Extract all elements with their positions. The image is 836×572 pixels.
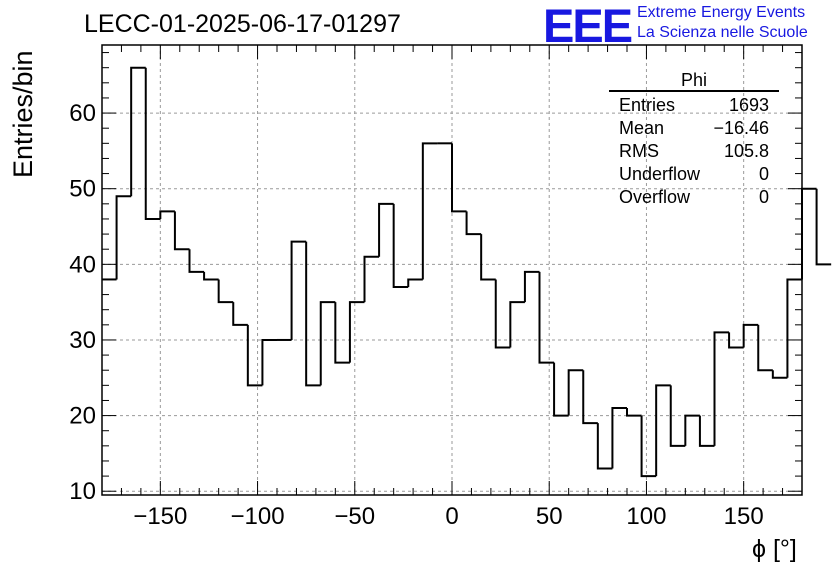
axes: −150 −100 −50 0 50 100 150 10 20 30 40 50 60 — [69, 44, 803, 530]
stats-label: Overflow — [619, 187, 691, 207]
histogram-bin — [523, 270, 540, 303]
stats-row-overflow: Overflow 0 — [609, 186, 779, 209]
stats-label: RMS — [619, 141, 659, 161]
histogram-bin — [203, 271, 219, 281]
histogram-bin — [669, 385, 686, 447]
histogram-bin — [640, 415, 657, 478]
stats-box-rule — [609, 90, 779, 92]
histogram-bin — [742, 323, 759, 348]
histogram-bin — [611, 407, 627, 469]
stats-label: Underflow — [619, 164, 701, 184]
y-tick-label: 50 — [69, 176, 96, 203]
histogram-bin — [713, 331, 730, 446]
grid-lines — [102, 45, 802, 495]
histogram-bin — [319, 301, 336, 386]
histogram-bin — [334, 302, 350, 364]
histogram-bin — [757, 324, 773, 372]
histogram-bin — [144, 67, 161, 220]
stats-value: 0 — [758, 164, 769, 184]
stats-label: Mean — [619, 118, 665, 138]
eee-logo: EEE — [543, 0, 633, 52]
histogram-bin — [698, 415, 715, 447]
histogram-bin — [363, 255, 380, 303]
histogram-bin — [728, 332, 744, 349]
histogram-bin — [421, 142, 438, 280]
histogram-bin — [626, 408, 642, 417]
histogram-bin — [261, 338, 277, 386]
histogram-bin — [246, 324, 263, 387]
chart-title: LECC-01-2025-06-17-01297 — [84, 10, 401, 38]
y-tick-label: 10 — [69, 478, 96, 505]
stats-row-underflow: Underflow 0 — [609, 163, 779, 186]
histogram-bin — [290, 240, 307, 340]
histogram-bin — [596, 423, 613, 470]
stats-value: 105.8 — [723, 141, 769, 161]
y-tick-label: 60 — [69, 100, 96, 127]
x-tick-label: 50 — [536, 503, 563, 530]
logo-line-2: La Scienza nelle Scuole — [637, 24, 808, 41]
histogram-bin — [538, 271, 555, 364]
x-tick-label: 100 — [626, 503, 666, 530]
histogram-bin — [188, 249, 205, 273]
y-tick-label: 40 — [69, 251, 96, 278]
stats-row-rms: RMS 105.8 — [609, 140, 779, 163]
histogram-bin — [451, 143, 467, 213]
stats-row-mean: Mean −16.46 — [609, 117, 779, 140]
histogram-bin — [494, 279, 511, 349]
histogram-bin — [771, 370, 788, 379]
stats-box: Phi Entries 1693 Mean −16.46 RMS 105.8 U… — [609, 70, 779, 209]
histogram-bin — [115, 195, 132, 280]
stats-row-entries: Entries 1693 — [609, 94, 779, 117]
x-tick-label: −100 — [231, 503, 285, 530]
histogram-bin — [378, 202, 394, 257]
histogram-bin — [815, 188, 832, 266]
histogram-bin — [553, 362, 569, 417]
histogram-bin — [392, 203, 409, 289]
histogram-bin — [305, 241, 321, 387]
histogram-bin — [130, 66, 146, 197]
stats-value: −16.46 — [713, 118, 769, 138]
histogram-bin — [217, 279, 234, 304]
y-tick-label: 20 — [69, 403, 96, 430]
x-tick-label: −150 — [133, 503, 187, 530]
stats-box-title: Phi — [680, 70, 707, 90]
x-axis-label: ϕ [°] — [752, 535, 797, 563]
histogram-bin — [232, 302, 248, 326]
histogram-bin — [684, 414, 700, 446]
x-tick-label: 0 — [445, 503, 458, 530]
histogram-bin — [480, 234, 496, 281]
histogram-bin — [159, 210, 175, 219]
x-tick-label: 150 — [724, 503, 764, 530]
stats-value: 1693 — [728, 95, 769, 115]
stats-label: Entries — [619, 95, 676, 115]
x-tick-label: −50 — [334, 503, 375, 530]
y-tick-label: 30 — [69, 327, 96, 354]
histogram-bin — [655, 384, 671, 477]
histogram-bin — [407, 278, 423, 288]
histogram-bin — [582, 370, 598, 425]
logo-line-1: Extreme Energy Events — [637, 4, 806, 21]
histogram-series — [102, 66, 832, 478]
histogram-bin — [567, 369, 584, 416]
stats-value: 0 — [758, 187, 769, 207]
histogram-bin — [509, 301, 525, 348]
histogram-bin — [348, 301, 365, 363]
histogram-bin — [173, 211, 190, 251]
y-axis-label: Entries/bin — [8, 50, 38, 178]
histogram-bin — [465, 211, 482, 236]
histogram-bin — [801, 187, 817, 280]
